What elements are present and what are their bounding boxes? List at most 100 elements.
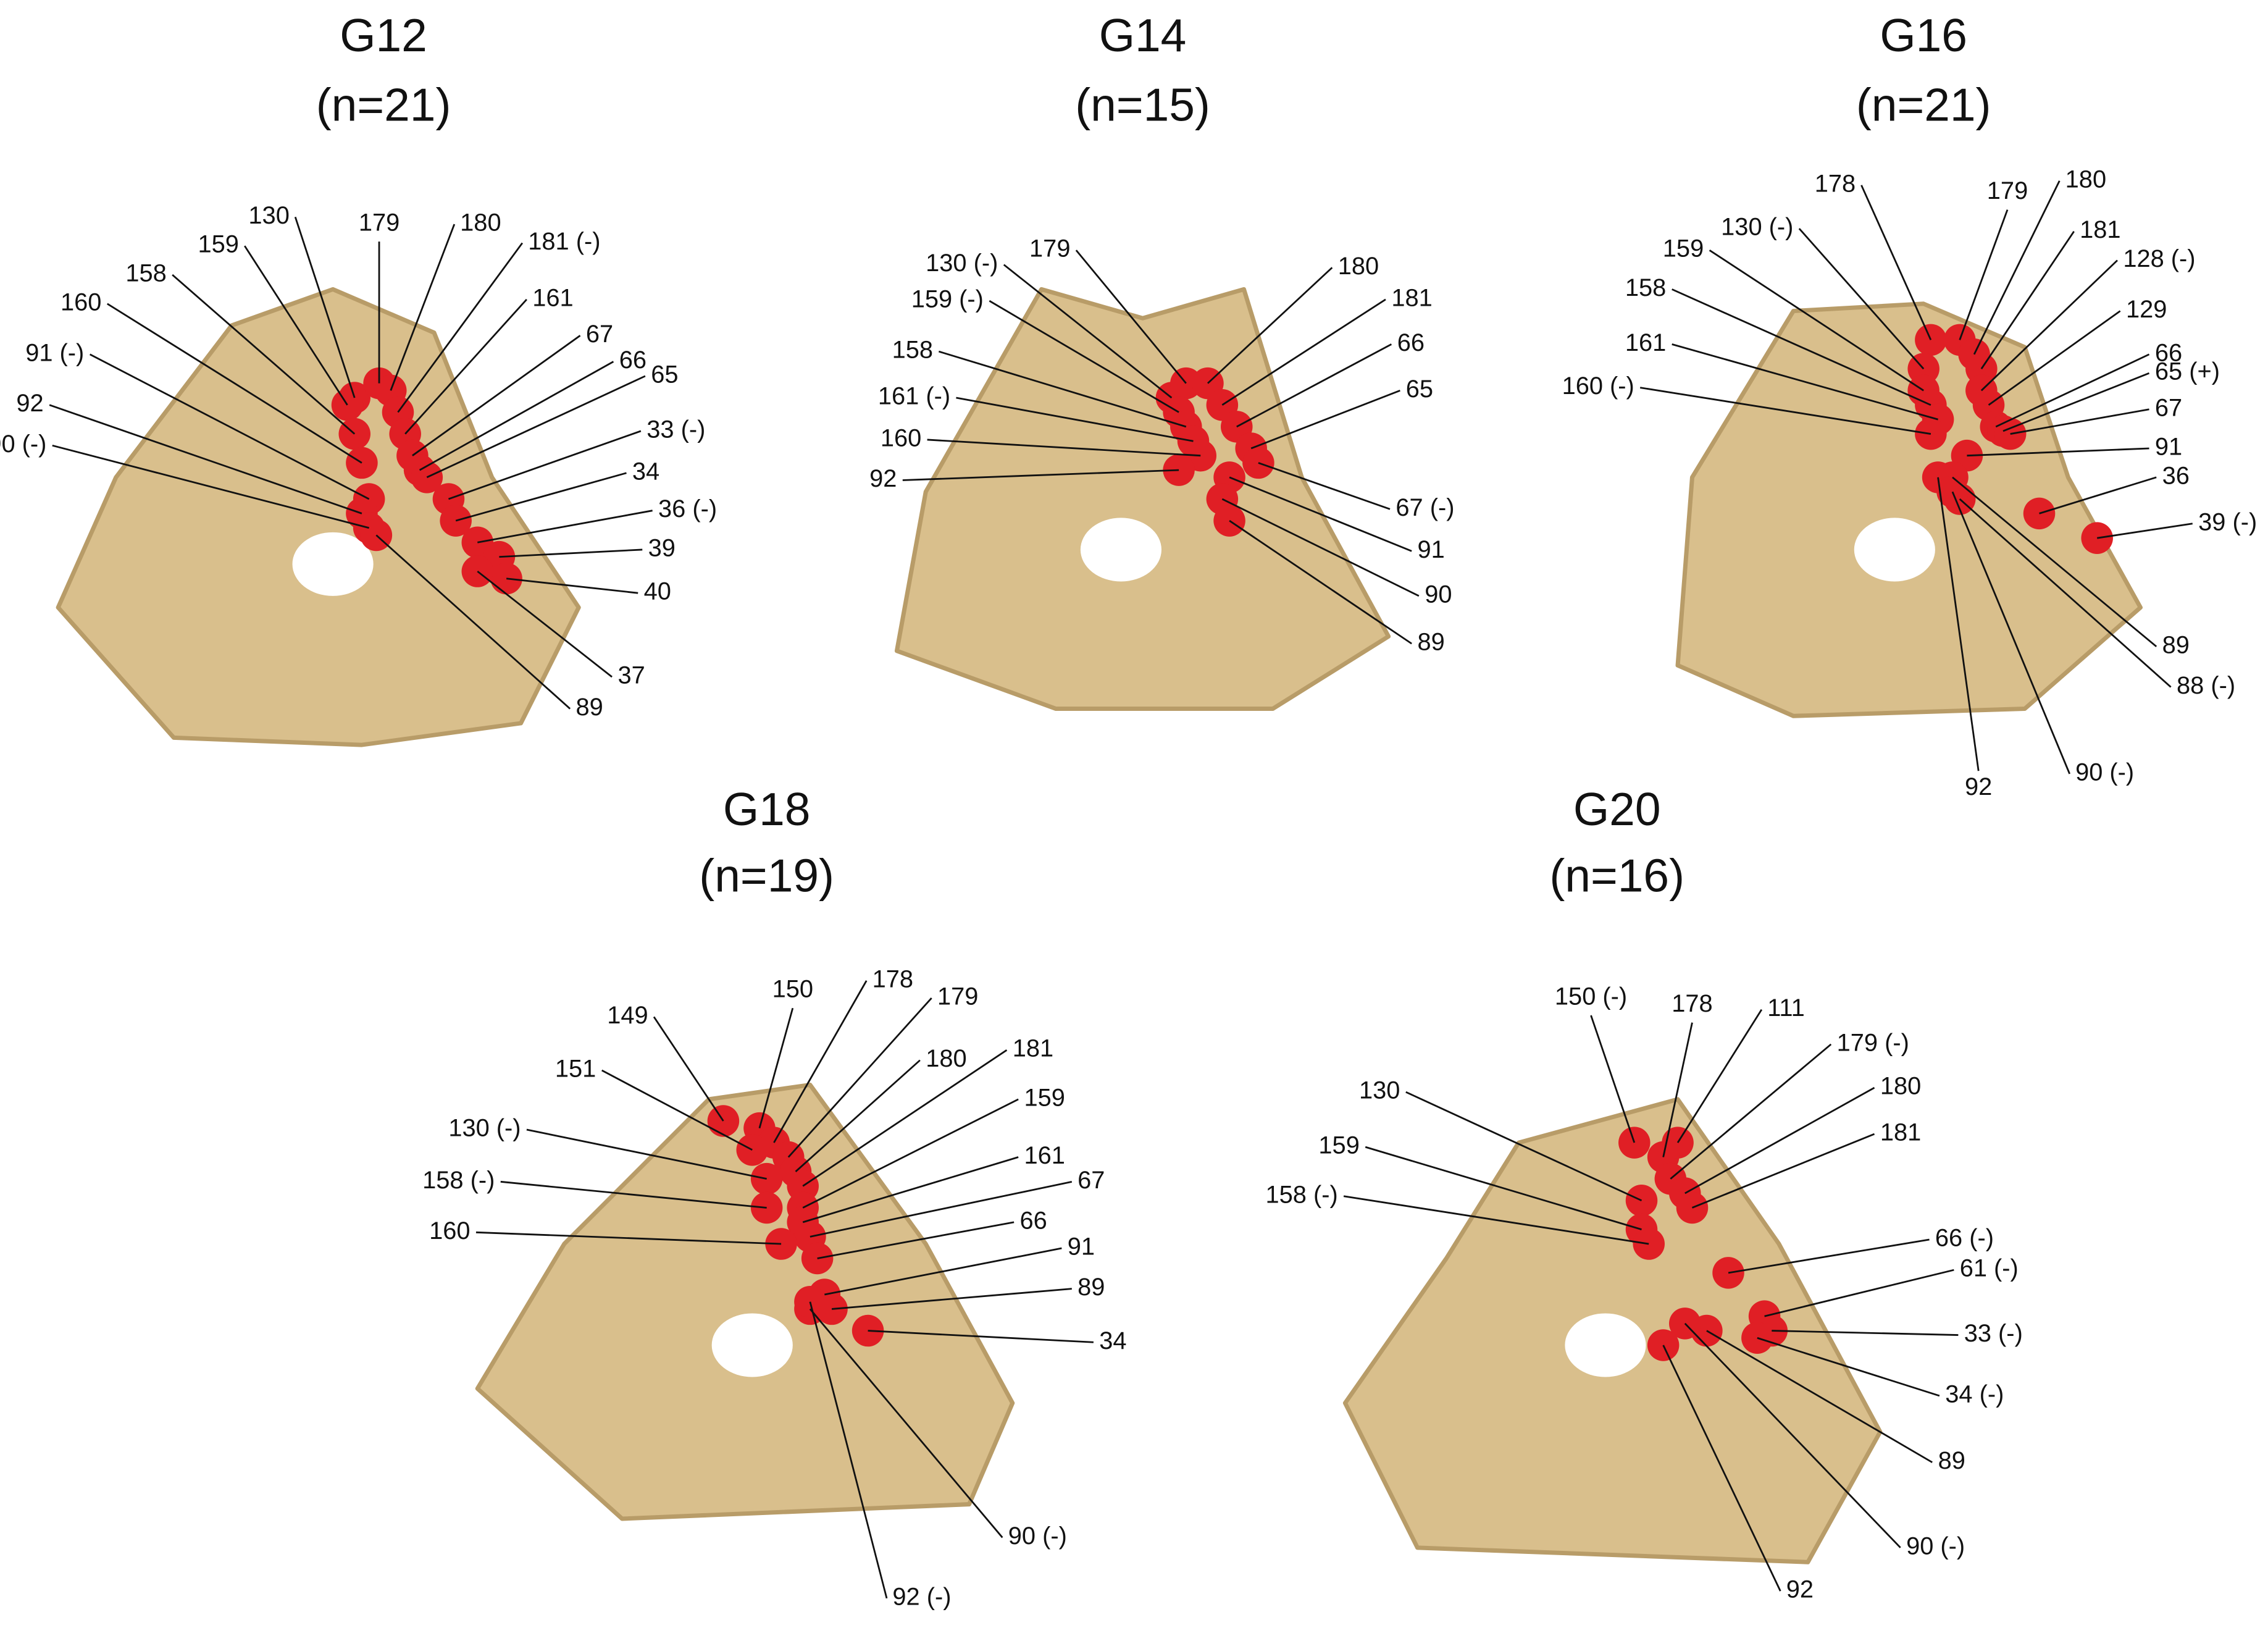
leader-line [500, 1180, 767, 1209]
leader-line [172, 274, 356, 435]
residue-label: 181 [1391, 284, 1432, 311]
panel-title: G16 [1880, 9, 1967, 61]
residue-label: 65 [1406, 376, 1433, 403]
leader-line [1258, 462, 1391, 510]
residue-label: 90 (-) [2075, 758, 2134, 786]
residue-label: 66 [1019, 1207, 1047, 1234]
leader-line [1995, 353, 2150, 428]
residue-label: 130 (-) [448, 1115, 521, 1142]
residue-label: 36 [2162, 462, 2190, 489]
panel-title: G14 [1099, 9, 1187, 61]
leader-line [294, 216, 356, 398]
central-pore [711, 1313, 793, 1377]
residue-label: 179 [937, 983, 978, 1010]
leader-line [1691, 1133, 1875, 1209]
residue-label: 158 (-) [1265, 1181, 1337, 1208]
residue-label: 89 [1078, 1274, 1105, 1301]
residue-label: 128 (-) [2123, 245, 2195, 272]
leader-line [404, 298, 527, 435]
leader-line [601, 1069, 753, 1151]
leader-line [426, 375, 646, 479]
residue-label: 158 [892, 337, 933, 364]
leader-line [1221, 298, 1386, 406]
leader-line [1250, 390, 1400, 450]
residue-label: 39 [648, 534, 676, 561]
leader-line [244, 245, 348, 406]
central-pore [292, 532, 374, 596]
residue-label: 90 (-) [1906, 1532, 1965, 1560]
epitope-patch [1712, 1257, 1744, 1289]
panel-title: G20 [1573, 783, 1661, 835]
leader-line [1988, 310, 2121, 406]
leader-line [809, 1301, 888, 1599]
leader-line [831, 1288, 1072, 1310]
protein-surface [894, 287, 1391, 712]
leader-line [1709, 249, 1924, 392]
residue-label: 91 [2155, 434, 2182, 461]
leader-line [868, 1330, 1094, 1343]
leader-line [787, 997, 932, 1158]
leader-line [1980, 259, 2118, 392]
residue-label: 92 (-) [892, 1583, 951, 1610]
residue-label: 33 (-) [647, 416, 705, 443]
leader-line [1684, 1086, 1875, 1194]
leader-line [1860, 185, 1932, 340]
residue-label: 130 [1359, 1077, 1400, 1104]
leader-line [1207, 267, 1333, 384]
leader-line [1590, 1015, 1636, 1143]
residue-label: 178 [872, 965, 913, 993]
leader-line [1365, 1146, 1642, 1230]
leader-line [477, 510, 653, 544]
residue-label: 158 (-) [422, 1167, 495, 1194]
protein-surface [475, 1082, 1015, 1521]
residue-label: 92 [1965, 773, 1992, 800]
leader-line [1676, 1009, 1763, 1143]
residue-label: 92 [16, 390, 43, 417]
central-pore [1565, 1313, 1646, 1377]
residue-label: 61 (-) [1960, 1255, 2019, 1282]
residue-label: 90 [1425, 581, 1452, 608]
leader-line [1798, 228, 1925, 370]
leader-line [1959, 209, 2009, 340]
leader-line [475, 1231, 782, 1245]
residue-label: 129 [2126, 296, 2167, 323]
residue-label: 130 (-) [926, 250, 998, 277]
residue-label: 91 [1418, 536, 1445, 563]
leader-line [956, 397, 1194, 442]
leader-line [1075, 250, 1187, 384]
residue-label: 160 [881, 424, 921, 451]
residue-label: 34 (-) [1945, 1380, 2004, 1408]
leader-line [390, 224, 456, 391]
residue-label: 150 (-) [1555, 983, 1627, 1010]
residue-label: 89 [2162, 631, 2190, 658]
residue-label: 92 [869, 465, 897, 492]
residue-label: 161 [1024, 1142, 1065, 1169]
residue-label: 159 [1024, 1084, 1065, 1111]
leader-line [989, 300, 1179, 413]
central-pore [1080, 518, 1161, 582]
residue-label: 33 (-) [1964, 1320, 2023, 1347]
residue-label: 181 [2080, 216, 2120, 243]
leader-line [653, 1016, 724, 1122]
leader-line [927, 439, 1201, 457]
leader-line [1003, 264, 1173, 399]
residue-label: 181 [1013, 1035, 1053, 1062]
residue-label: 158 [1625, 274, 1666, 301]
leader-line [1405, 1091, 1642, 1202]
leader-line [448, 430, 642, 500]
leader-line [477, 570, 613, 678]
residue-label: 39 (-) [2198, 508, 2257, 535]
leader-line [1772, 1330, 1959, 1336]
residue-label: 159 (-) [911, 286, 984, 313]
leader-line [824, 1247, 1062, 1296]
residue-label: 91 [1068, 1233, 1095, 1261]
residue-label: 160 [61, 288, 101, 316]
leader-line [1959, 498, 2172, 688]
leader-line [2010, 408, 2149, 435]
residue-label: 161 (-) [878, 383, 950, 410]
leader-line [1662, 1345, 1781, 1592]
residue-label: 67 (-) [1396, 494, 1454, 521]
residue-label: 179 (-) [1837, 1029, 1909, 1056]
leader-line [1980, 230, 2075, 369]
